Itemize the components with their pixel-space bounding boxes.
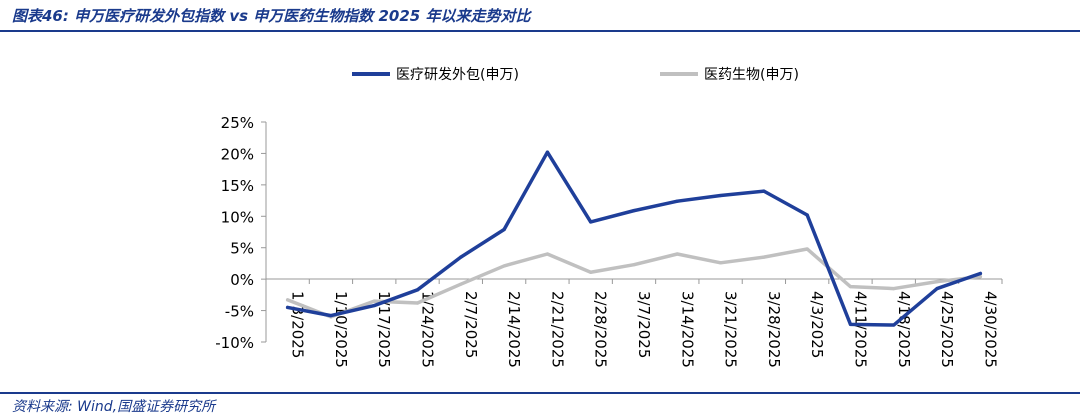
data-point	[805, 247, 809, 251]
data-point	[286, 298, 290, 302]
x-tick-label: 3/14/2025	[678, 291, 696, 368]
data-point	[935, 286, 939, 291]
data-point	[892, 323, 896, 327]
x-tick-label: 2/7/2025	[462, 291, 480, 358]
y-axis: 25% 20% 15% 10% 5% 0% -5% -10%	[215, 114, 267, 352]
legend-label: 医药生物(申万)	[704, 67, 799, 83]
x-tick-label: 3/28/2025	[765, 291, 783, 368]
data-point	[459, 255, 463, 259]
y-tick-label: 10%	[221, 208, 254, 226]
title-divider	[0, 30, 1080, 32]
x-tick-label: 4/18/2025	[895, 291, 913, 368]
data-point	[632, 263, 636, 267]
data-point	[935, 280, 939, 284]
data-point	[848, 322, 853, 326]
series-layer	[285, 150, 983, 327]
data-point	[762, 255, 766, 259]
x-tick-label: 3/7/2025	[635, 291, 653, 358]
data-point	[415, 288, 420, 292]
data-point	[502, 227, 506, 232]
x-tick-label: 2/28/2025	[592, 291, 610, 368]
legend-label: 医疗研发外包(申万)	[396, 67, 519, 83]
data-point	[675, 252, 679, 256]
chart-legend: 医疗研发外包(申万) 医药生物(申万)	[352, 67, 799, 83]
data-point	[762, 189, 766, 193]
data-point	[632, 209, 636, 213]
x-tick-label: 1/17/2025	[375, 291, 393, 368]
data-point	[372, 303, 376, 308]
y-tick-label: -5%	[225, 303, 254, 321]
y-tick-label: 15%	[221, 177, 254, 195]
y-tick-label: 25%	[221, 114, 254, 132]
x-axis: 1/3/2025 1/10/2025 1/17/2025 1/24/2025 2/7/2…	[265, 278, 1003, 368]
title-bar: 图表46: 申万医疗研发外包指数 vs 申万医药生物指数 2025 年以来走势对…	[0, 0, 1080, 30]
x-tick-label: 2/14/2025	[505, 291, 523, 368]
y-tick-label: 0%	[230, 271, 254, 289]
data-point	[978, 275, 982, 279]
data-point	[545, 150, 550, 154]
x-tick-label: 1/24/2025	[419, 291, 437, 368]
x-tick-label: 4/11/2025	[851, 291, 869, 368]
data-point	[848, 285, 853, 289]
data-point	[589, 270, 593, 274]
data-point	[718, 261, 723, 265]
series-line	[285, 150, 983, 327]
source-note: 资料来源: Wind,国盛证券研究所	[12, 399, 216, 415]
data-point	[805, 213, 809, 217]
figure-title: 图表46: 申万医疗研发外包指数 vs 申万医药生物指数 2025 年以来走势对…	[12, 7, 531, 25]
data-point	[459, 282, 463, 286]
data-point	[372, 299, 376, 303]
data-point	[675, 199, 679, 203]
x-tick-label: 2/21/2025	[548, 291, 566, 368]
data-point	[502, 264, 506, 268]
line-chart: 医疗研发外包(申万) 医药生物(申万) 25% 20% 15% 10% 5% 0% -5% -1…	[215, 67, 1003, 368]
y-tick-label: 5%	[230, 240, 254, 258]
data-point	[545, 252, 550, 256]
y-tick-label: 20%	[221, 145, 254, 163]
data-point	[892, 286, 896, 291]
data-point	[415, 301, 420, 305]
data-point	[718, 193, 723, 198]
data-point	[286, 305, 290, 310]
data-point	[589, 220, 593, 224]
x-tick-label: 4/3/2025	[808, 291, 826, 358]
y-tick-label: -10%	[215, 334, 254, 352]
data-point	[329, 314, 333, 318]
x-tick-label: 4/25/2025	[938, 291, 956, 368]
x-tick-label: 1/10/2025	[332, 291, 350, 368]
x-tick-label: 4/30/2025	[981, 291, 999, 368]
data-point	[978, 271, 982, 276]
x-tick-label: 3/21/2025	[722, 291, 740, 368]
footer-divider	[0, 392, 1080, 394]
